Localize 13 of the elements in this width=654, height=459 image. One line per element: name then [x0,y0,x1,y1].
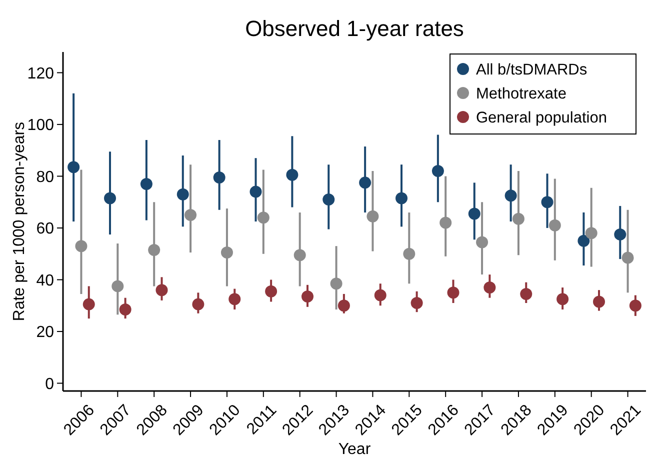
y-tick-label: 60 [36,220,54,238]
chart-title: Observed 1-year rates [245,16,464,41]
y-tick-label: 40 [36,272,54,290]
y-tick-label: 80 [36,168,54,186]
y-tick-label: 0 [45,376,54,393]
legend-label: General population [476,109,607,126]
y-tick-label: 100 [27,117,54,134]
y-tick-label: 120 [27,65,54,82]
legend-label: Methotrexate [476,85,566,102]
x-axis-title: Year [338,441,372,458]
y-tick-label: 20 [36,324,54,342]
legend-label: All b/tsDMARDs [476,61,588,78]
y-axis-title: Rate per 1000 person-years [11,122,28,322]
